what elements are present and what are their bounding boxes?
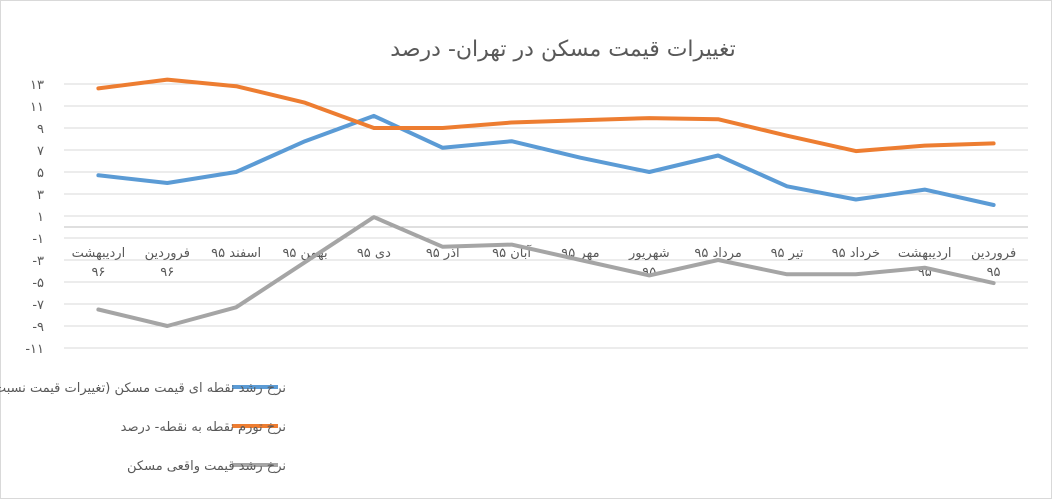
x-tick-label: فروردین ۹۶ — [145, 246, 190, 280]
series-lines — [96, 77, 996, 328]
x-tick-label: مرداد ۹۵ — [694, 246, 741, 261]
y-tick-label: -۳ — [32, 254, 44, 269]
y-tick-label: ۱۳ — [30, 78, 44, 93]
x-tick-label: خرداد ۹۵ — [832, 246, 881, 261]
y-tick-label: ۹ — [37, 122, 44, 137]
x-tick-label: اردیبهشت ۹۵ — [898, 246, 952, 280]
x-tick-label: فروردین ۹۵ — [971, 246, 1016, 280]
y-tick-label: -۷ — [32, 298, 44, 313]
x-tick-label: تیر ۹۵ — [771, 246, 804, 261]
y-tick-label: ۱۱ — [30, 100, 44, 115]
legend-label: نرخ رشد قیمت واقعی مسکن — [127, 459, 286, 474]
series-line-2 — [96, 77, 996, 154]
legend-label: نرخ تورم نقطه به نقطه- درصد — [121, 420, 286, 435]
legend-label: نرخ رشد نقطه ای قیمت مسکن (تغییرات قیمت … — [0, 381, 286, 396]
y-tick-label: -۱۱ — [25, 342, 44, 357]
series-line-3 — [96, 215, 996, 328]
series-line-1 — [96, 113, 996, 207]
y-tick-label: ۷ — [37, 144, 44, 159]
y-tick-label: ۵ — [37, 166, 44, 181]
gridlines — [64, 83, 1028, 349]
legend: نرخ رشد نقطه ای قیمت مسکن (تغییرات قیمت … — [0, 381, 286, 474]
x-tick-label: بهمن ۹۵ — [282, 246, 327, 261]
y-tick-label: ۳ — [37, 188, 44, 203]
y-tick-label: ۱ — [37, 210, 44, 225]
y-axis-ticks: ۱۳ ۱۱ ۹ ۷ ۵ ۳ ۱ -۱ -۳ -۵ -۷ -۹ -۱۱ — [25, 78, 44, 357]
x-tick-label: اسفند ۹۵ — [211, 246, 261, 261]
x-tick-label: اردیبهشت ۹۶ — [72, 246, 126, 280]
y-tick-label: -۹ — [32, 320, 44, 335]
x-tick-label: دی ۹۵ — [357, 246, 391, 261]
x-axis: فروردین ۹۵ اردیبهشت ۹۵ خرداد ۹۵ تیر ۹۵ مرداد ۹… — [64, 226, 1028, 280]
y-tick-label: -۵ — [32, 276, 44, 291]
y-tick-label: -۱ — [32, 232, 44, 247]
chart-title: تغییرات قیمت مسکن در تهران- درصد — [390, 37, 735, 62]
